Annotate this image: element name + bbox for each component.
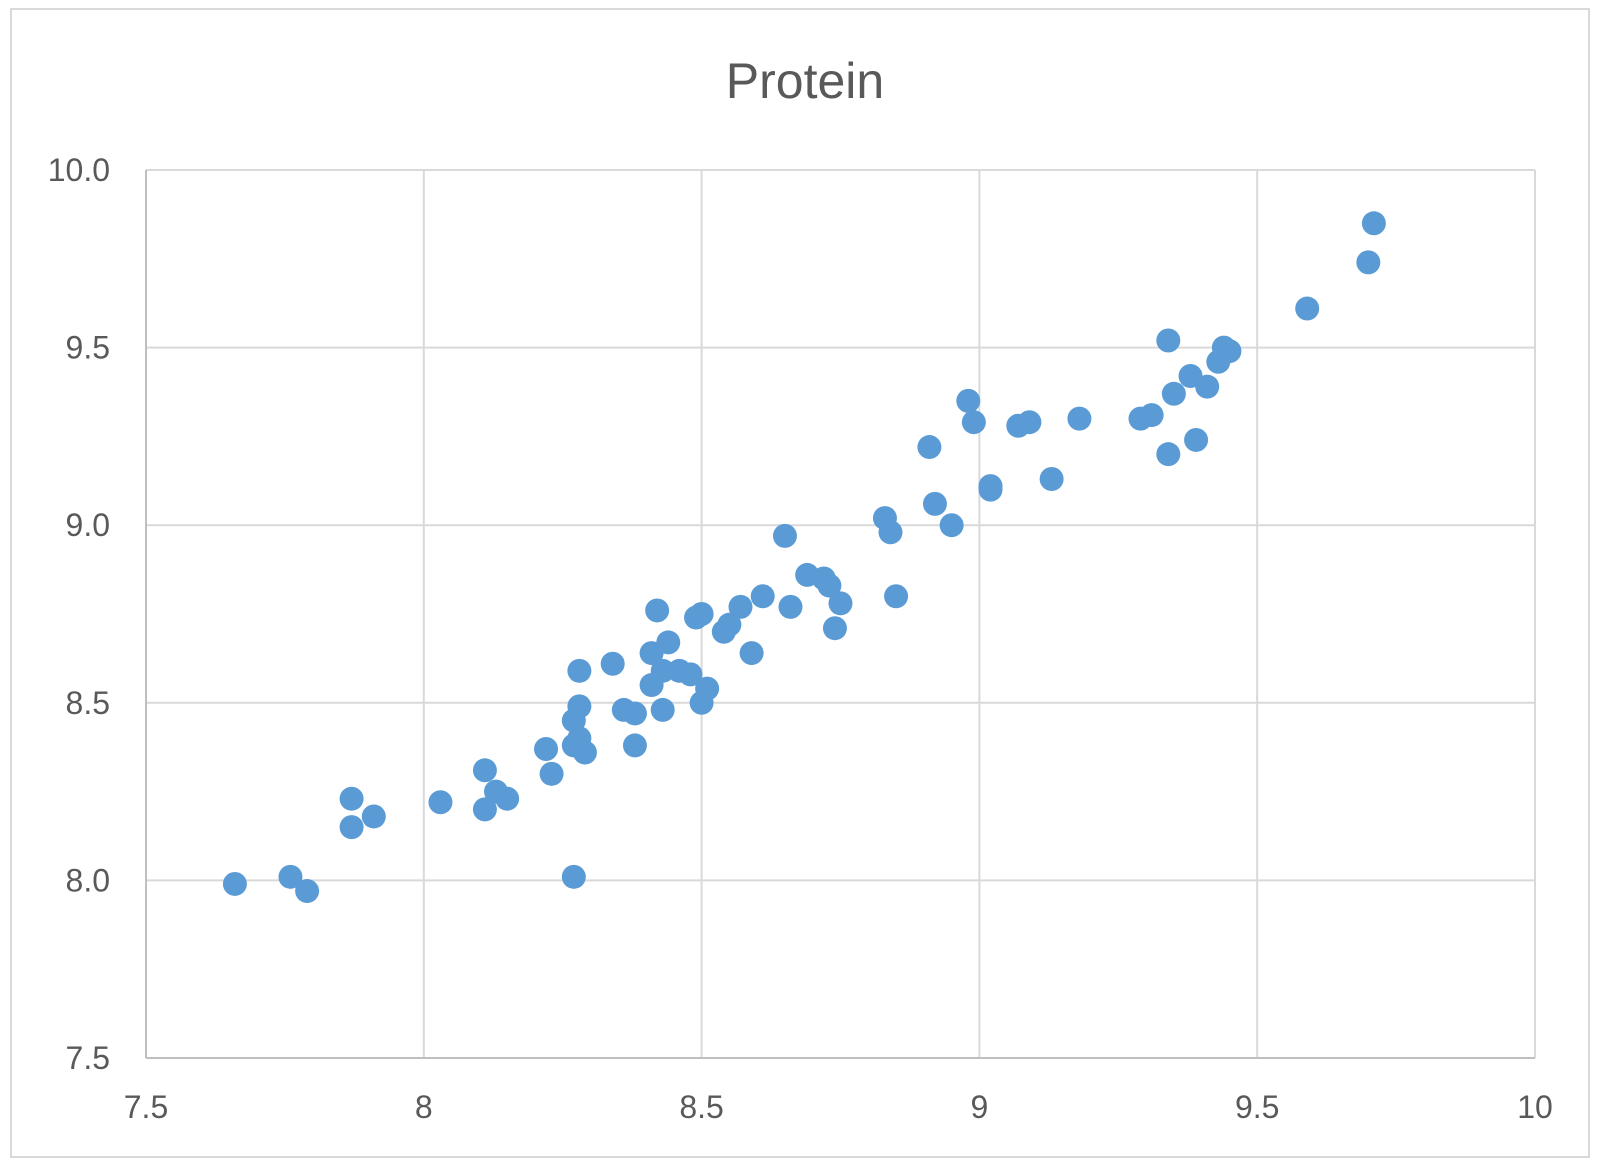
data-point (689, 602, 714, 626)
data-point (339, 815, 364, 840)
grid-lines (145, 169, 1536, 1059)
data-point (495, 786, 520, 811)
y-tick-label: 7.5 (66, 1040, 110, 1076)
data-point (1067, 406, 1092, 431)
data-point (828, 591, 853, 616)
data-point (1161, 381, 1186, 406)
data-point (278, 864, 303, 889)
x-tick-label: 9 (971, 1089, 989, 1125)
data-point (561, 864, 586, 889)
data-point (650, 697, 675, 722)
data-point (1184, 427, 1209, 452)
data-point (1017, 410, 1042, 435)
data-point (922, 491, 947, 516)
data-point (295, 879, 320, 904)
data-point (1195, 374, 1220, 399)
data-point (1217, 339, 1242, 364)
data-point (650, 658, 675, 683)
data-point (339, 786, 364, 811)
data-point (361, 804, 386, 829)
data-point (956, 388, 981, 413)
data-point (645, 598, 670, 623)
y-tick-label: 8.5 (66, 685, 110, 721)
data-point (939, 513, 964, 538)
data-point (622, 733, 647, 758)
x-tick-label: 8.5 (679, 1089, 723, 1125)
y-tick-label: 10.0 (48, 152, 110, 188)
data-point (1356, 250, 1381, 275)
data-point (772, 523, 797, 548)
data-point (1361, 211, 1386, 236)
data-point (961, 410, 986, 435)
data-point (728, 594, 753, 619)
data-point (1039, 467, 1064, 492)
data-point (572, 740, 597, 765)
data-point (817, 573, 842, 598)
y-tick-label: 9.5 (66, 330, 110, 366)
data-point (428, 790, 453, 815)
data-point (695, 676, 720, 701)
data-point (656, 630, 681, 655)
y-tick-label: 9.0 (66, 507, 110, 543)
data-point (534, 736, 559, 761)
x-tick-label: 9.5 (1235, 1089, 1279, 1125)
data-point (778, 594, 803, 619)
y-tick-label: 8.0 (66, 862, 110, 898)
data-point (1156, 442, 1181, 467)
data-point (917, 435, 942, 460)
data-point (717, 612, 742, 637)
x-tick-label: 7.5 (124, 1089, 168, 1125)
data-point (878, 520, 903, 545)
data-point (539, 761, 564, 786)
chart-title: Protein (726, 53, 884, 109)
data-point (978, 477, 1003, 502)
data-point (472, 797, 497, 822)
data-point (1139, 403, 1164, 428)
data-point (1295, 296, 1320, 321)
data-point (622, 701, 647, 726)
x-tick-label: 8 (415, 1089, 433, 1125)
data-point (884, 584, 909, 609)
x-tick-label: 10 (1517, 1089, 1553, 1125)
data-point (678, 662, 703, 687)
data-point (822, 616, 847, 641)
data-point (567, 658, 592, 683)
data-point (1156, 328, 1181, 353)
data-points (222, 211, 1386, 904)
data-point (472, 758, 497, 783)
tick-labels: 7.5 8 8.5 9 9.5 10 7.5 8.0 8.5 9.0 9.5 10.0 (48, 152, 1553, 1125)
data-point (222, 871, 247, 896)
data-point (600, 651, 625, 676)
data-point (750, 584, 775, 609)
data-point (739, 641, 764, 666)
